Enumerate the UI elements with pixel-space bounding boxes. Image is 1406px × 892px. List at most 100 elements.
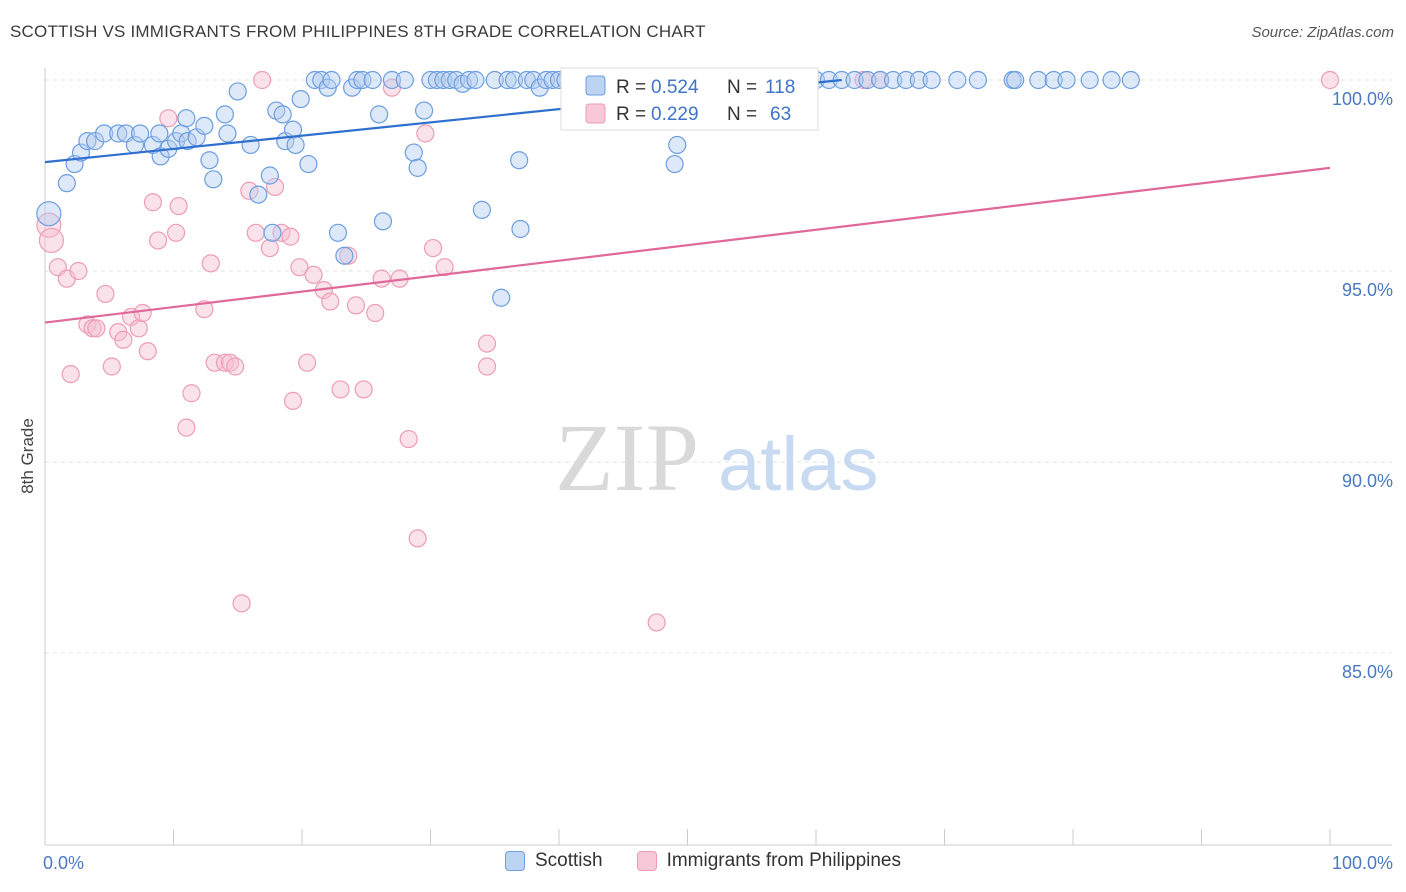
series-legend: Scottish Immigrants from Philippines	[0, 850, 1406, 872]
philippines-point-34	[260, 238, 279, 258]
scottish-point-41	[328, 223, 348, 242]
philippines-point-26	[205, 353, 224, 372]
scottish-point-56	[434, 70, 453, 90]
philippines-point-22	[177, 418, 196, 437]
scottish-point-4	[78, 132, 97, 151]
scottish-point-116	[1121, 70, 1140, 90]
philippines-point-10	[102, 357, 121, 376]
axes	[44, 68, 1392, 846]
scottish-point-44	[348, 70, 367, 90]
philippines-point-40	[298, 353, 317, 372]
scottish-point-65	[498, 70, 517, 90]
scottish-point-26	[241, 135, 260, 155]
legend-n-label-philippines: N =	[727, 104, 757, 125]
philippines-point-48	[366, 303, 385, 323]
philippines-point-32	[246, 223, 265, 242]
philippines-point-20	[166, 223, 186, 242]
philippines-point-55	[423, 238, 443, 258]
philippines-point-56	[435, 258, 454, 277]
scottish-point-51	[404, 143, 423, 162]
y-tick-label-2: 90.0%	[1342, 471, 1393, 491]
legend-marker-philippines	[636, 851, 657, 871]
legend-n-label-scottish: N =	[727, 77, 757, 98]
philippines-point-15	[133, 303, 152, 323]
legend-swatch-scottish	[585, 75, 606, 96]
philippines-point-19	[159, 109, 178, 128]
scottish-point-40	[322, 70, 341, 90]
legend-item-scottish[interactable]: Scottish	[504, 850, 603, 872]
scottish-point-25	[228, 82, 247, 101]
scottish-point-119	[511, 219, 530, 239]
y-tick-label-0: 100.0%	[1332, 89, 1393, 109]
x-tick-label-1: 100.0%	[1332, 853, 1393, 873]
scottish-point-61	[466, 70, 485, 90]
scottish-point-34	[286, 135, 305, 155]
legend-item-philippines[interactable]: Immigrants from Philippines	[636, 850, 901, 872]
scottish-point-7	[109, 124, 128, 143]
scottish-point-28	[260, 166, 279, 185]
philippines-point-52	[399, 429, 418, 449]
philippines-point-62	[1320, 70, 1340, 90]
scottish-point-3	[71, 143, 91, 162]
scottish-point-18	[178, 132, 197, 151]
scottish-point-23	[215, 105, 234, 124]
legend-n-value-scottish: 118	[765, 77, 795, 98]
philippines-point-38	[283, 391, 303, 410]
philippines-point-16	[138, 342, 157, 361]
scottish-point-103	[883, 70, 903, 90]
scottish-point-38	[312, 70, 331, 90]
scottish-point-101	[858, 70, 877, 90]
legend-label-philippines: Immigrants from Philippines	[666, 850, 901, 871]
philippines-point-44	[331, 380, 350, 399]
scottish-point-31	[273, 105, 292, 124]
scottish-point-63	[485, 70, 504, 90]
scottish-point-33	[283, 120, 303, 139]
scottish-point-12	[150, 124, 169, 143]
scottish-point-104	[896, 70, 916, 90]
scottish-point-114	[1080, 70, 1099, 90]
philippines-point-57	[477, 334, 497, 353]
y-axis-label: 8th Grade	[18, 418, 37, 494]
scottish-point-29	[263, 223, 282, 242]
scottish-point-60	[459, 70, 479, 90]
scottish-point-55	[427, 70, 447, 90]
scottish-point-106	[922, 70, 941, 90]
scottish-point-69	[524, 70, 543, 90]
scottish-point-22	[204, 170, 223, 189]
scottish-point-10	[130, 124, 150, 143]
scottish-point-24	[218, 124, 237, 143]
scottish-point-108	[968, 70, 988, 90]
philippines-point-25	[201, 254, 220, 273]
watermark-atlas: atlas	[718, 422, 879, 507]
scottish-point-67	[510, 151, 529, 170]
scottish-point-115	[1102, 70, 1121, 90]
scottish-point-52	[408, 158, 427, 177]
y-tick-label-1: 95.0%	[1342, 280, 1393, 300]
scottish-point-100	[845, 70, 864, 90]
philippines-point-45	[339, 246, 358, 265]
philippines-point-17	[143, 193, 163, 212]
scottish-point-66	[504, 70, 524, 90]
scottish-point-53	[414, 101, 434, 120]
legend-r-label-philippines: R =	[616, 104, 646, 125]
scottish-point-1	[57, 174, 76, 193]
scottish-point-46	[363, 70, 382, 90]
philippines-point-33	[253, 70, 272, 90]
philippines-points	[36, 70, 1340, 632]
y-tick-label-3: 85.0%	[1342, 662, 1393, 682]
y-tick-labels: 100.0% 95.0% 90.0% 85.0%	[1332, 89, 1393, 682]
scottish-point-45	[353, 70, 372, 90]
scottish-point-20	[195, 116, 214, 135]
philippines-point-35	[265, 177, 285, 197]
legend-marker-scottish	[504, 851, 525, 871]
watermark: ZIP atlas	[555, 404, 879, 511]
x-tick-label-0: 0.0%	[43, 853, 84, 873]
scottish-point-35	[291, 89, 310, 109]
philippines-point-21	[169, 196, 188, 216]
philippines-point-41	[304, 265, 323, 284]
scottish-point-50	[395, 70, 414, 90]
scottish-point-42	[335, 246, 354, 265]
scottish-point-49	[382, 70, 402, 90]
philippines-point-49	[372, 269, 391, 288]
